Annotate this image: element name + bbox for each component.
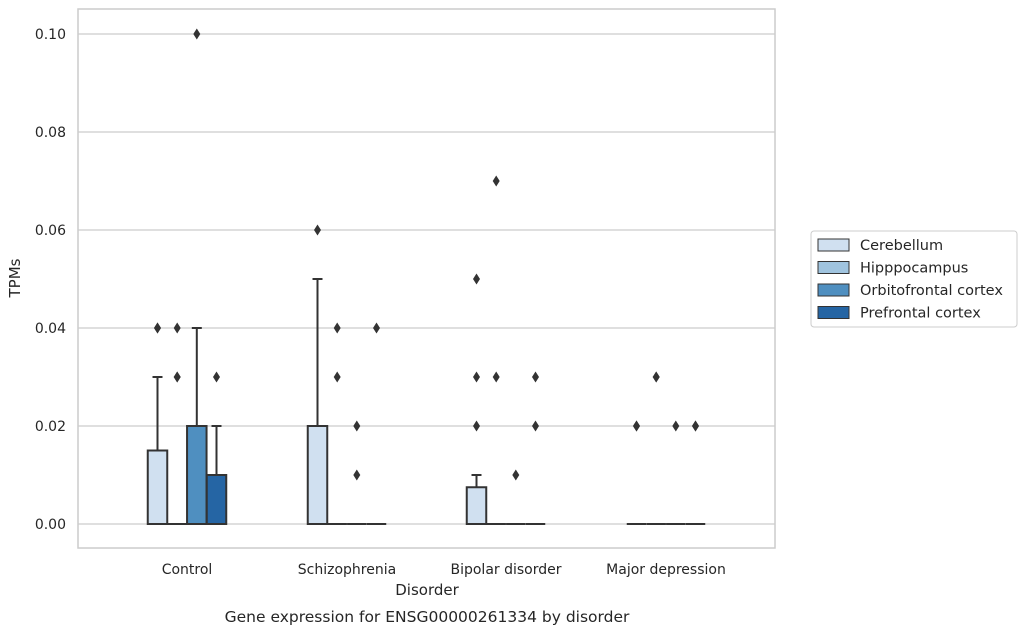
outlier-point (173, 322, 181, 334)
box-cerebellum (306, 278, 329, 525)
outlier-point (512, 469, 520, 481)
plot-frame (77, 8, 776, 549)
outlier-point (652, 371, 660, 383)
x-tick-label: Schizophrenia (298, 562, 396, 578)
legend-swatch (817, 261, 850, 274)
outlier-point (213, 371, 220, 383)
chart-caption: Gene expression for ENSG00000261334 by d… (225, 608, 630, 626)
legend-swatch (817, 238, 850, 252)
x-axis-label: Disorder (395, 581, 459, 599)
y-tick-label: 0.00 (35, 517, 66, 533)
box-orbitofrontal-cortex (186, 327, 208, 525)
outlier-point (373, 322, 380, 334)
box-cerebellum (146, 376, 169, 525)
x-tick-label: Bipolar disorder (450, 562, 561, 578)
gridlines (78, 33, 775, 525)
legend-label: Hipppocampus (860, 261, 968, 277)
y-tick-labels: 0.00 0.02 0.04 0.06 0.08 0.10 (35, 27, 66, 533)
outlier-point (353, 420, 361, 432)
legend-label: Cerebellum (860, 238, 943, 254)
y-tick-label: 0.10 (35, 27, 66, 43)
box-cerebellum (465, 474, 488, 525)
y-tick-label: 0.02 (35, 419, 66, 435)
outlier-point (154, 322, 161, 334)
outlier-point (692, 420, 699, 432)
legend-swatch (817, 306, 850, 319)
outlier-point (532, 371, 539, 383)
outlier-point (672, 420, 680, 432)
box-body (306, 425, 329, 525)
outlier-point (173, 371, 181, 383)
legend-swatch (817, 283, 850, 297)
y-axis-label: TPMs (6, 258, 24, 298)
y-tick-label: 0.04 (35, 321, 66, 337)
y-tick-label: 0.06 (35, 223, 66, 239)
outlier-point (473, 371, 480, 383)
legend-label: Prefrontal cortex (860, 306, 981, 322)
legend: Cerebellum Hipppocampus Orbitofrontal cort… (810, 230, 1018, 328)
outlier-point (333, 371, 341, 383)
box-body (465, 486, 488, 525)
box-prefrontal-cortex (205, 425, 228, 525)
x-tick-label: Control (162, 562, 213, 578)
outlier-point (492, 371, 500, 383)
outliers (154, 28, 699, 481)
x-tick-labels: Control Schizophrenia Bipolar disorder Majo… (162, 562, 726, 578)
x-tick-label: Major depression (606, 562, 726, 578)
outlier-point (532, 420, 539, 432)
outlier-point (353, 469, 361, 481)
outlier-point (193, 28, 201, 40)
box-body (205, 474, 228, 525)
outlier-point (473, 273, 480, 285)
outlier-point (333, 322, 341, 334)
legend-label: Orbitofrontal cortex (860, 283, 1003, 299)
legend-items: Cerebellum Hipppocampus Orbitofrontal cort… (817, 238, 1003, 322)
outlier-point (492, 175, 500, 187)
boxes (146, 278, 706, 525)
outlier-point (473, 420, 480, 432)
legend-frame (810, 230, 1018, 328)
box-body (146, 449, 169, 525)
y-tick-label: 0.08 (35, 125, 66, 141)
box-body (186, 425, 208, 525)
outlier-point (314, 224, 321, 236)
outlier-point (633, 420, 640, 432)
